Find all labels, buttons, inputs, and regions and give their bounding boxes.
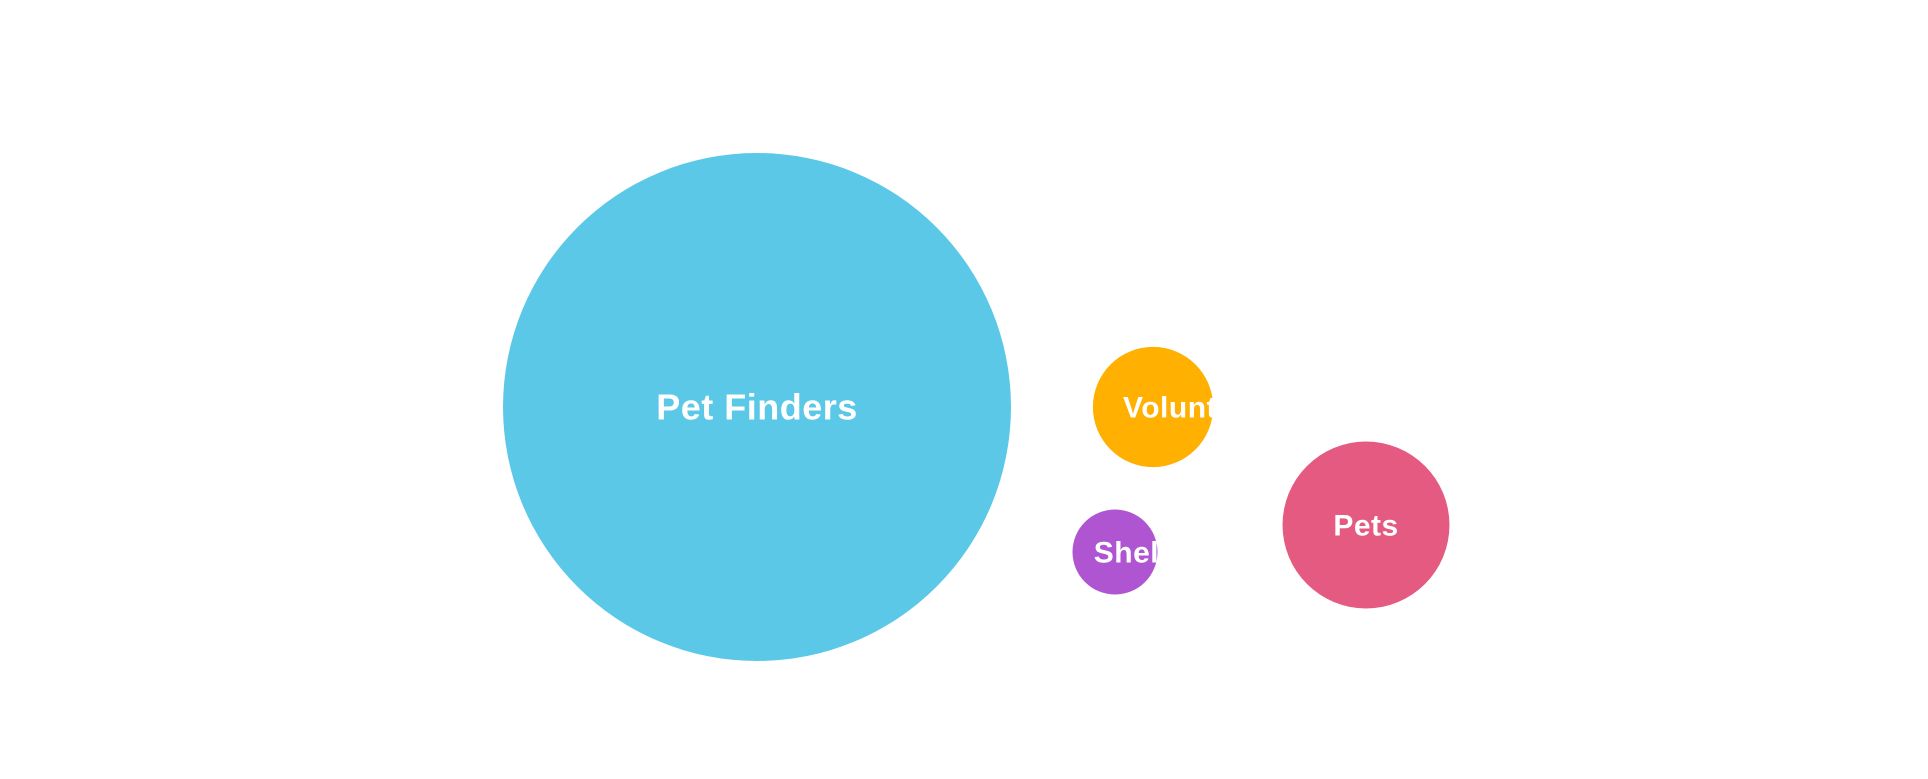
bubble-label-pets: Pets (1333, 510, 1398, 543)
bubble-circle-pets[interactable] (1282, 441, 1450, 609)
bubble-label-shelters: Shelters (1094, 537, 1216, 570)
bubble-label-volunteers: Volunteers (1123, 392, 1281, 425)
bubble-label-pet-finders: Pet Finders (656, 387, 858, 428)
bubble-circle-shelters[interactable] (1072, 509, 1158, 595)
bubble-pets[interactable]: Pets (1282, 441, 1450, 609)
bubble-circle-pet-finders[interactable] (503, 153, 1011, 661)
bubble-pet-finders[interactable]: Pet Finders (503, 153, 1011, 661)
bubble-shelters[interactable]: Shelters (1072, 509, 1216, 595)
bubble-volunteers[interactable]: Volunteers (1092, 346, 1281, 468)
bubble-circle-volunteers[interactable] (1092, 346, 1214, 468)
